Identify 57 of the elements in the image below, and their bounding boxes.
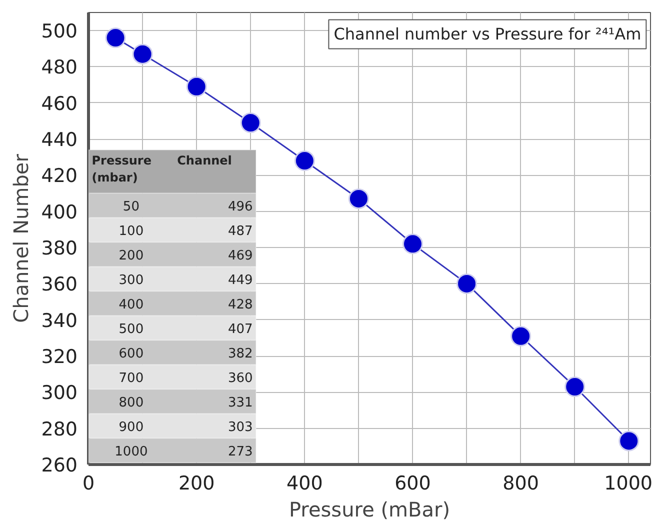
- annotation: 428: [228, 298, 253, 313]
- annotation: 600: [118, 346, 144, 362]
- point: [186, 76, 207, 97]
- x-axis-title: Pressure (mBar): [288, 498, 450, 522]
- annotation: 400: [118, 298, 144, 313]
- y-tick-label: 260: [41, 454, 78, 476]
- x-tick-label: 1000: [604, 472, 652, 494]
- y-tick-label: 320: [41, 346, 78, 368]
- annotation: 331: [228, 395, 253, 410]
- annotation: 900: [118, 420, 144, 435]
- y-tick-label: 360: [41, 274, 78, 296]
- annotation: Pressure (mbar): [92, 154, 152, 184]
- y-tick-label: 400: [41, 201, 78, 224]
- annotation: 407: [228, 322, 253, 337]
- x-tick-label: 400: [286, 472, 323, 494]
- annotation: 1000: [114, 444, 148, 460]
- annotation: 382: [228, 346, 253, 362]
- y-tick-label: 300: [41, 382, 78, 404]
- y-tick-label: 460: [41, 92, 78, 115]
- annotation: 360: [228, 370, 253, 386]
- point: [564, 376, 586, 397]
- text: Channel number vs Pressure for ²⁴¹Am: [334, 24, 642, 44]
- y-tick-label: 380: [41, 238, 78, 260]
- y-tick-label: 420: [41, 165, 78, 188]
- annotation: 800: [118, 395, 144, 410]
- point: [240, 112, 261, 134]
- point: [456, 273, 478, 294]
- point: [510, 326, 532, 346]
- annotation: 50: [122, 200, 140, 215]
- annotation: 273: [228, 444, 253, 460]
- point: [294, 150, 315, 171]
- x-tick-label: 800: [502, 472, 539, 494]
- annotation: 500: [118, 322, 144, 337]
- y-tick-label: 440: [41, 129, 78, 152]
- annotation: 100: [118, 224, 144, 240]
- annotation: 200: [118, 248, 144, 264]
- annotation: 303: [228, 420, 253, 435]
- y-tick-label: 340: [41, 310, 78, 332]
- y-tick-label: 480: [41, 56, 78, 79]
- point: [105, 28, 126, 48]
- point: [402, 234, 423, 254]
- annotation: 469: [228, 248, 253, 264]
- annotation: Channel: [177, 154, 232, 168]
- annotation: 700: [118, 370, 144, 386]
- annotation: 496: [228, 200, 253, 215]
- x-tick-label: 200: [178, 472, 215, 494]
- point: [132, 44, 153, 64]
- y-tick-label: 280: [41, 418, 78, 440]
- y-axis-title: Channel Number: [9, 153, 34, 323]
- annotation: 487: [228, 224, 253, 240]
- annotation: 300: [118, 273, 144, 288]
- y-tick-label: 500: [41, 20, 78, 43]
- point: [348, 188, 369, 209]
- x-tick-label: 600: [394, 472, 431, 494]
- x-tick-label: 0: [82, 472, 95, 494]
- annotation: 449: [228, 273, 253, 288]
- point: [618, 430, 640, 452]
